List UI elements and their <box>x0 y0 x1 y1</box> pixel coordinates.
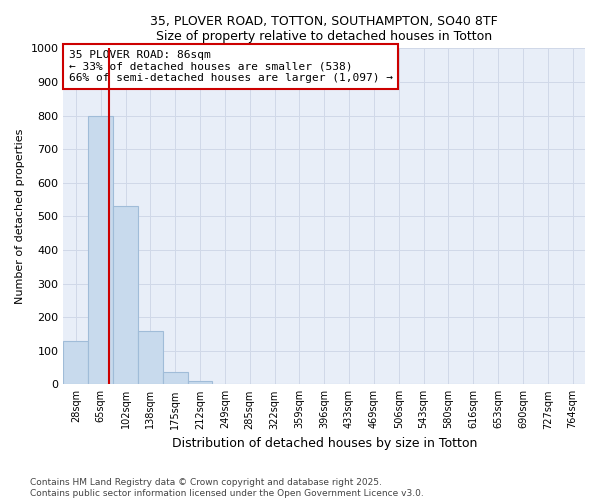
Bar <box>64 340 88 384</box>
Bar <box>88 116 113 384</box>
Text: Contains HM Land Registry data © Crown copyright and database right 2025.
Contai: Contains HM Land Registry data © Crown c… <box>30 478 424 498</box>
Bar <box>163 372 188 384</box>
Y-axis label: Number of detached properties: Number of detached properties <box>15 128 25 304</box>
Title: 35, PLOVER ROAD, TOTTON, SOUTHAMPTON, SO40 8TF
Size of property relative to deta: 35, PLOVER ROAD, TOTTON, SOUTHAMPTON, SO… <box>151 15 498 43</box>
Bar <box>113 206 138 384</box>
Bar <box>188 381 212 384</box>
X-axis label: Distribution of detached houses by size in Totton: Distribution of detached houses by size … <box>172 437 477 450</box>
Text: 35 PLOVER ROAD: 86sqm
← 33% of detached houses are smaller (538)
66% of semi-det: 35 PLOVER ROAD: 86sqm ← 33% of detached … <box>68 50 392 83</box>
Bar <box>138 330 163 384</box>
